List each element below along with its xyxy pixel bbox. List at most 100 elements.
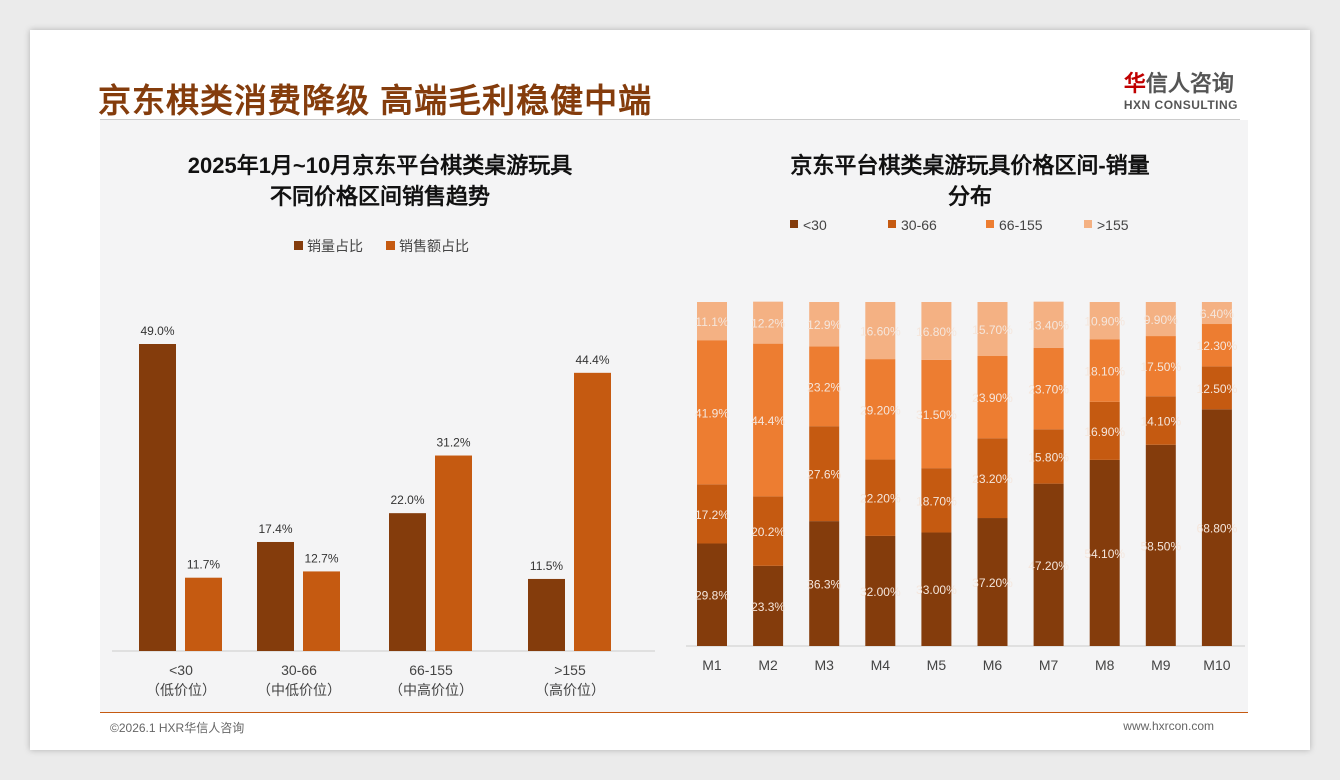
left-chart-title-line2: 不同价格区间销售趋势 (269, 184, 490, 209)
data-label: 12.2% (751, 317, 785, 331)
data-label: 54.10% (1084, 547, 1125, 561)
stacked-bar-segment (1089, 339, 1120, 402)
data-label: 29.20% (860, 403, 901, 417)
data-label: 17.2% (695, 508, 729, 522)
stacked-bar-segment (1089, 302, 1120, 340)
stacked-bar-segment (1033, 429, 1064, 484)
stacked-bar-segment (1145, 444, 1176, 646)
x-tick-label: M6 (983, 657, 1003, 673)
legend-swatch (294, 241, 303, 250)
divider (100, 119, 1240, 120)
x-tick-label: <30 (169, 662, 193, 678)
stacked-bar-segment (921, 302, 952, 360)
x-tick-label: M2 (758, 657, 778, 673)
stacked-bar-segment (1145, 396, 1176, 445)
stacked-bar-segment (977, 518, 1008, 646)
stacked-bar-segment (753, 496, 784, 566)
stacked-bar-segment (697, 543, 727, 646)
legend-swatch (1084, 220, 1092, 228)
stacked-bar-segment (1201, 302, 1232, 325)
x-tick-label: 30-66 (281, 662, 317, 678)
website: www.hxrcon.com (1123, 719, 1214, 733)
data-label: 17.50% (1140, 360, 1181, 374)
stacked-bar-segment (977, 356, 1008, 439)
data-label: 58.50% (1140, 539, 1181, 553)
data-label: 68.80% (1197, 522, 1238, 536)
x-tick-label: M1 (702, 657, 722, 673)
data-label: 18.70% (916, 494, 957, 508)
data-label: 44.4% (575, 353, 609, 367)
legend-label: 销量占比 (307, 238, 363, 254)
data-label: 13.40% (1028, 319, 1069, 333)
stacked-bar-segment (697, 484, 727, 544)
x-tick-sublabel: （高价位） (535, 682, 605, 698)
stacked-bar-segment (977, 302, 1008, 357)
legend-label: 30-66 (901, 217, 937, 233)
data-label: 36.3% (807, 578, 841, 592)
data-label: 11.7% (187, 558, 220, 572)
data-label: 23.2% (807, 380, 841, 394)
stacked-bar-segment (1145, 336, 1176, 397)
bar (528, 578, 565, 651)
legend-swatch (986, 220, 994, 228)
data-label: 47.20% (1028, 559, 1069, 573)
stacked-bar-segment (865, 302, 896, 360)
data-label: 22.20% (860, 492, 901, 506)
data-label: 16.60% (860, 325, 901, 339)
data-label: 14.10% (1140, 415, 1181, 429)
stacked-bar-segment (809, 346, 840, 427)
stacked-bar-segment (1033, 483, 1064, 646)
data-label: 22.0% (390, 493, 424, 507)
stacked-bar-segment (753, 565, 784, 646)
data-label: 16.90% (1084, 425, 1125, 439)
x-tick-label: M7 (1039, 657, 1059, 673)
data-label: 41.9% (695, 406, 729, 420)
data-label: 12.9% (807, 318, 841, 332)
bar (574, 372, 611, 651)
data-label: 17.4% (258, 522, 292, 536)
x-tick-label: >155 (554, 662, 586, 678)
legend-label: 66-155 (999, 217, 1043, 233)
x-tick-label: M5 (927, 657, 947, 673)
x-tick-label: M3 (814, 657, 834, 673)
stacked-bar-segment (809, 521, 840, 646)
stacked-bar-segment (921, 468, 952, 533)
data-label: 16.80% (916, 325, 957, 339)
data-label: 10.90% (1084, 315, 1125, 329)
stacked-bar-segment (753, 343, 784, 497)
stacked-bar-segment (865, 459, 896, 536)
stacked-bar-segment (1201, 366, 1232, 410)
data-label: 33.00% (916, 583, 957, 597)
stacked-bar-segment (809, 302, 840, 347)
stacked-bar-segment (1145, 302, 1176, 337)
legend-label: <30 (803, 217, 827, 233)
data-label: 18.10% (1084, 365, 1125, 379)
data-label: 12.7% (304, 551, 338, 565)
stacked-bar-segment (865, 359, 896, 460)
data-label: 11.5% (530, 559, 563, 573)
bar (139, 344, 176, 651)
data-label: 11.1% (695, 315, 728, 329)
data-label: 20.2% (751, 525, 785, 539)
legend-swatch (386, 241, 395, 250)
data-label: 9.90% (1144, 313, 1178, 327)
data-label: 49.0% (140, 324, 174, 338)
logo-en: HXN CONSULTING (1123, 98, 1238, 112)
logo-text: 信人咨询 (1145, 71, 1234, 96)
data-label: 31.50% (916, 408, 957, 422)
stacked-bar-segment (697, 340, 727, 485)
stacked-bar-segment (1201, 409, 1232, 646)
x-tick-label: M4 (871, 657, 891, 673)
legend-label: >155 (1097, 217, 1129, 233)
data-label: 15.80% (1028, 450, 1069, 464)
data-label: 37.20% (972, 576, 1013, 590)
data-label: 29.8% (695, 589, 729, 603)
bar (303, 571, 340, 651)
x-tick-sublabel: （中高价位） (389, 682, 473, 698)
x-tick-label: M8 (1095, 657, 1115, 673)
data-label: 31.2% (436, 436, 470, 450)
logo-mark: 华 (1123, 71, 1146, 96)
data-label: 23.3% (751, 600, 785, 614)
stacked-bar-segment (1033, 301, 1064, 348)
